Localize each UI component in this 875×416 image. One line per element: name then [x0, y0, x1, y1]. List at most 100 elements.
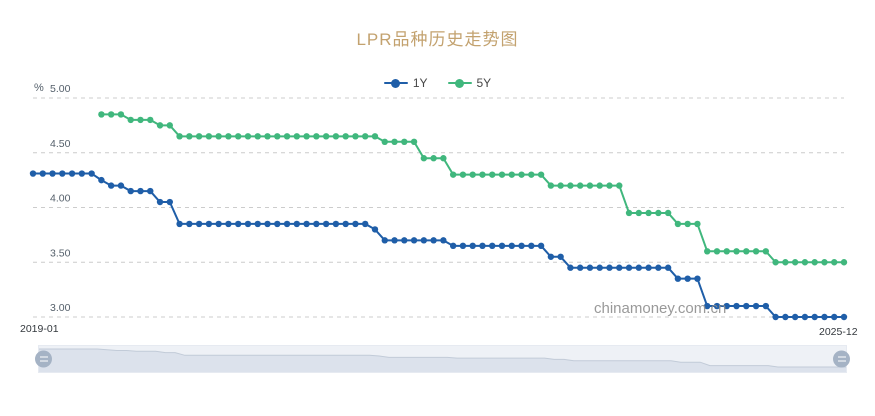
- data-point: [332, 133, 340, 140]
- data-point: [645, 209, 652, 217]
- data-point: [586, 182, 594, 189]
- data-point: [410, 237, 418, 244]
- data-point: [518, 171, 525, 178]
- data-point: [147, 187, 154, 195]
- data-point: [743, 248, 750, 255]
- data-point: [49, 170, 56, 177]
- data-point: [293, 220, 301, 228]
- data-point: [801, 259, 809, 266]
- chart-title: LPR品种历史走势图: [356, 30, 519, 49]
- data-point: [107, 182, 115, 189]
- data-point: [195, 220, 203, 228]
- data-point: [391, 138, 398, 145]
- data-point: [362, 220, 369, 228]
- data-point: [88, 170, 95, 177]
- legend-item-5y[interactable]: 5Y: [447, 76, 492, 90]
- data-point: [283, 133, 291, 140]
- legend-item-1y[interactable]: 1Y: [383, 76, 428, 90]
- data-point: [704, 248, 711, 255]
- data-point: [713, 302, 721, 310]
- data-point: [362, 133, 369, 140]
- data-point: [625, 264, 633, 271]
- legend-label-5y: 5Y: [476, 76, 492, 90]
- data-point: [791, 259, 799, 266]
- data-point: [547, 182, 555, 189]
- data-point: [244, 220, 252, 228]
- data-point: [39, 170, 46, 177]
- data-point: [29, 170, 37, 177]
- data-point: [694, 220, 701, 228]
- data-point: [635, 209, 643, 217]
- datazoom-left-handle[interactable]: [35, 350, 52, 368]
- x-axis-start-label: 2019-01: [20, 323, 59, 335]
- data-point: [616, 264, 623, 271]
- data-point: [782, 313, 789, 321]
- data-point: [107, 111, 115, 118]
- datazoom-right-handle[interactable]: [833, 350, 850, 368]
- data-point: [420, 155, 428, 162]
- data-point: [655, 209, 662, 217]
- data-point: [59, 170, 66, 177]
- data-point: [616, 182, 623, 189]
- data-point: [371, 133, 379, 140]
- data-point: [303, 133, 310, 140]
- x-axis-end-label: 2025-12: [819, 326, 858, 338]
- data-point: [811, 259, 818, 266]
- data-point: [518, 242, 525, 250]
- data-point: [684, 220, 691, 228]
- data-point: [557, 253, 564, 260]
- data-point: [821, 313, 828, 321]
- trend-chart-plot-area[interactable]: 5.00 4.50 4.00 3.50 3.00: [0, 0, 875, 340]
- data-point: [840, 259, 848, 266]
- data-point: [186, 133, 193, 140]
- data-point: [254, 220, 261, 228]
- data-point: [547, 253, 555, 260]
- data-point: [176, 220, 183, 228]
- data-point: [322, 220, 330, 228]
- data-point: [205, 133, 213, 140]
- data-point: [156, 198, 164, 206]
- legend-line-dot-icon: [447, 78, 472, 88]
- data-point: [127, 187, 134, 195]
- data-point: [576, 182, 584, 189]
- data-point: [831, 313, 838, 321]
- datazoom-slider[interactable]: [35, 345, 850, 373]
- series-1y: [29, 170, 848, 321]
- data-point: [283, 220, 291, 228]
- data-point: [440, 237, 447, 244]
- data-point: [313, 220, 320, 228]
- data-point: [342, 220, 349, 228]
- data-point: [381, 138, 388, 145]
- data-point: [752, 302, 760, 310]
- data-point: [508, 242, 515, 250]
- data-point: [332, 220, 340, 228]
- data-point: [791, 313, 799, 321]
- data-point: [322, 133, 330, 140]
- data-point: [352, 133, 359, 140]
- series-5y: [98, 111, 848, 266]
- data-point: [625, 209, 633, 217]
- data-point: [195, 133, 203, 140]
- data-point: [381, 237, 388, 244]
- data-point: [459, 171, 467, 178]
- data-point: [98, 176, 105, 184]
- data-point: [244, 133, 252, 140]
- y-tick-label: 3.50: [50, 247, 71, 259]
- data-point: [459, 242, 467, 250]
- data-point: [606, 182, 613, 189]
- data-point: [811, 313, 818, 321]
- data-point: [762, 302, 770, 310]
- data-point: [215, 220, 222, 228]
- data-point: [430, 237, 437, 244]
- data-point: [489, 242, 496, 250]
- data-point: [772, 313, 779, 321]
- data-point: [469, 242, 476, 250]
- data-point: [225, 133, 232, 140]
- data-point: [606, 264, 613, 271]
- data-point: [674, 275, 682, 282]
- data-point: [752, 248, 760, 255]
- data-point: [420, 237, 428, 244]
- data-point: [557, 182, 564, 189]
- data-point: [98, 111, 105, 118]
